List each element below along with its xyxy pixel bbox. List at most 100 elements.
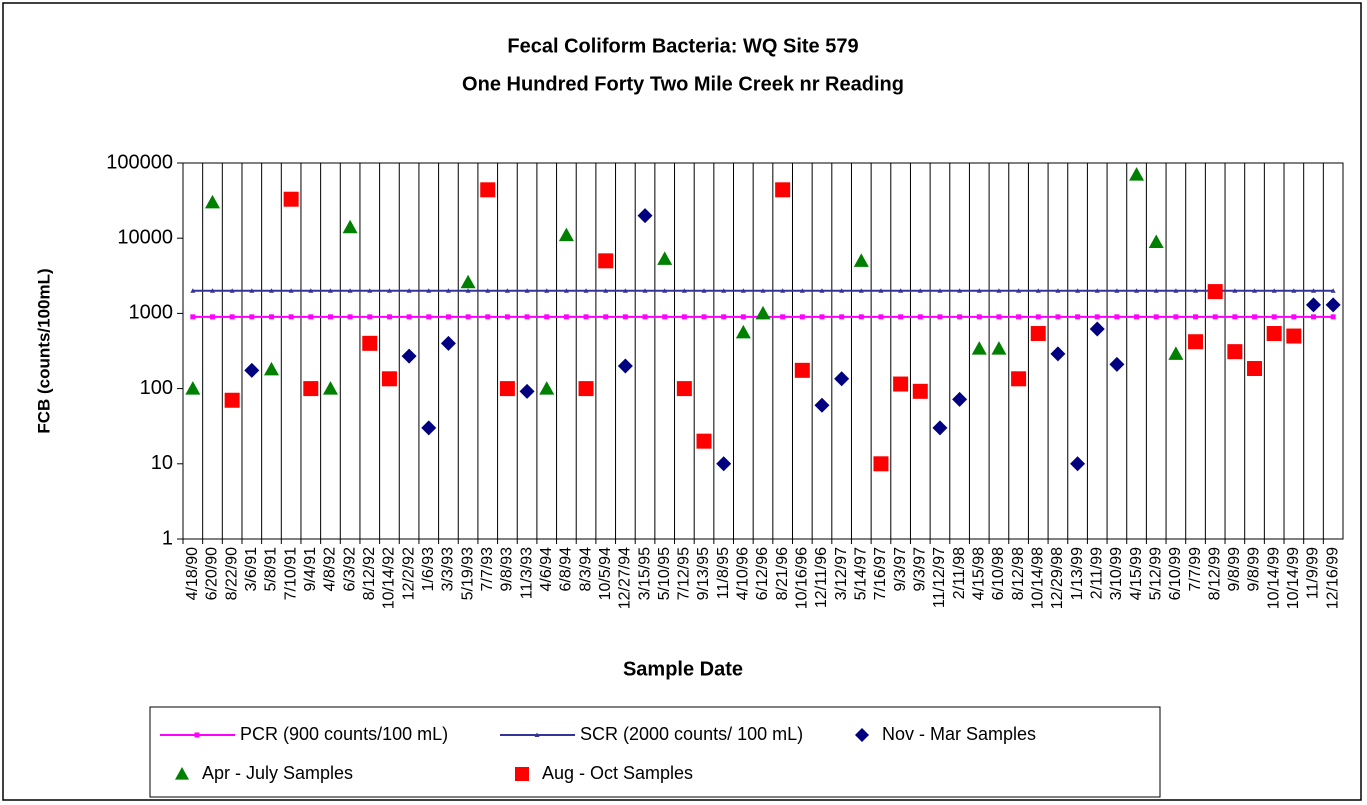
legend-label: Apr - July Samples xyxy=(202,763,353,783)
x-tick-label: 9/8/99 xyxy=(1246,547,1263,592)
line-marker xyxy=(662,288,668,293)
line-marker xyxy=(209,288,215,293)
data-point xyxy=(598,253,614,269)
data-point xyxy=(1129,167,1145,181)
x-tick-label: 4/15/99 xyxy=(1128,547,1145,600)
data-point xyxy=(224,392,240,408)
data-point xyxy=(362,335,378,351)
data-point xyxy=(1227,344,1243,360)
line-marker xyxy=(445,314,451,320)
data-point xyxy=(1089,321,1105,337)
x-tick-label: 3/6/91 xyxy=(243,547,260,592)
line-marker xyxy=(937,288,943,293)
x-tick-label: 5/14/97 xyxy=(853,547,870,600)
line-marker xyxy=(327,314,333,320)
data-point xyxy=(322,381,338,395)
x-axis-label: Sample Date xyxy=(623,658,743,680)
line-marker xyxy=(583,314,589,320)
data-point xyxy=(834,371,850,387)
data-point xyxy=(637,208,653,224)
x-tick-label: 11/3/93 xyxy=(518,547,535,599)
data-point xyxy=(676,381,692,397)
line-marker xyxy=(799,314,805,320)
line-marker xyxy=(1134,314,1140,320)
x-tick-label: 1/6/93 xyxy=(420,547,437,592)
x-tick-label: 8/12/92 xyxy=(361,547,378,600)
line-marker xyxy=(681,288,687,293)
line-marker xyxy=(1271,288,1277,293)
line-marker xyxy=(426,314,432,320)
data-point xyxy=(991,341,1007,355)
line-marker xyxy=(229,314,235,320)
data-point xyxy=(578,381,594,397)
line-marker xyxy=(839,314,845,320)
line-marker xyxy=(1193,314,1199,320)
line-marker xyxy=(1173,314,1179,320)
data-point xyxy=(1266,326,1282,342)
line-marker xyxy=(504,314,510,320)
line-marker xyxy=(996,314,1002,320)
y-tick-label: 100 xyxy=(140,377,173,399)
data-point xyxy=(853,253,869,267)
x-tick-label: 4/15/98 xyxy=(970,547,987,600)
data-point xyxy=(1030,326,1046,342)
data-point xyxy=(421,420,437,436)
line-marker xyxy=(1173,288,1179,293)
line-marker xyxy=(622,314,628,320)
y-tick-label: 1 xyxy=(162,527,173,549)
line-marker xyxy=(957,288,963,293)
line-marker xyxy=(780,314,786,320)
line-marker xyxy=(1094,314,1100,320)
data-point xyxy=(735,324,751,339)
y-axis-label: FCB (counts/100mL) xyxy=(34,268,53,433)
line-marker xyxy=(1153,288,1159,293)
x-tick-label: 3/3/93 xyxy=(440,547,457,592)
y-tick-label: 1000 xyxy=(129,302,174,324)
line-marker xyxy=(976,288,982,293)
x-tick-label: 10/14/92 xyxy=(381,547,398,609)
line-marker xyxy=(563,314,569,320)
legend-marker xyxy=(534,732,540,737)
x-tick-label: 4/10/96 xyxy=(735,547,752,600)
data-point xyxy=(873,456,889,472)
legend-label: Nov - Mar Samples xyxy=(882,724,1036,744)
line-marker xyxy=(898,288,904,293)
line-marker xyxy=(858,314,864,320)
x-tick-label: 3/15/95 xyxy=(636,547,653,600)
x-tick-label: 12/16/99 xyxy=(1324,547,1341,609)
line-marker xyxy=(1016,288,1022,293)
line-marker xyxy=(347,288,353,293)
line-marker xyxy=(917,314,923,320)
x-tick-label: 8/12/99 xyxy=(1206,547,1223,600)
line-marker xyxy=(485,288,491,293)
line-marker xyxy=(603,288,609,293)
x-tick-label: 10/5/94 xyxy=(597,547,614,600)
data-point xyxy=(1109,356,1125,372)
data-point xyxy=(185,381,201,395)
line-marker xyxy=(426,288,432,293)
line-marker xyxy=(740,314,746,320)
y-tick-label: 10 xyxy=(151,452,173,474)
line-marker xyxy=(1114,288,1120,293)
line-marker xyxy=(662,314,668,320)
x-tick-label: 7/7/99 xyxy=(1187,547,1204,592)
line-marker xyxy=(229,288,235,293)
x-tick-label: 10/16/96 xyxy=(794,547,811,609)
x-tick-label: 8/22/90 xyxy=(223,547,240,600)
x-tick-label: 5/8/91 xyxy=(263,547,280,592)
line-marker xyxy=(563,288,569,293)
line-marker xyxy=(1291,288,1297,293)
line-marker xyxy=(839,288,845,293)
x-tick-label: 12/11/96 xyxy=(813,547,830,608)
x-tick-label: 9/4/91 xyxy=(302,547,319,592)
line-marker xyxy=(799,288,805,293)
line-marker xyxy=(544,314,550,320)
line-marker xyxy=(386,288,392,293)
x-tick-label: 6/20/90 xyxy=(204,547,221,600)
line-marker xyxy=(268,314,274,320)
line-marker xyxy=(1055,314,1061,320)
line-marker xyxy=(760,288,766,293)
line-marker xyxy=(681,314,687,320)
line-marker xyxy=(603,314,609,320)
